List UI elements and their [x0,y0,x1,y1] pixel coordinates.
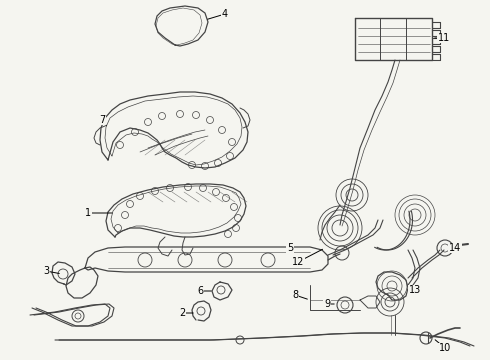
Text: 6: 6 [197,286,203,296]
Text: 8: 8 [292,290,298,300]
Text: 3: 3 [43,266,49,276]
Text: 5: 5 [287,243,293,253]
Text: 10: 10 [439,343,451,353]
Text: 13: 13 [409,285,421,295]
Text: 11: 11 [438,33,450,43]
Text: 4: 4 [222,9,228,19]
Text: 12: 12 [292,257,304,267]
Text: 2: 2 [179,308,185,318]
Text: 14: 14 [449,243,461,253]
Text: 1: 1 [85,208,91,218]
Text: 7: 7 [99,115,105,125]
Text: 9: 9 [324,299,330,309]
